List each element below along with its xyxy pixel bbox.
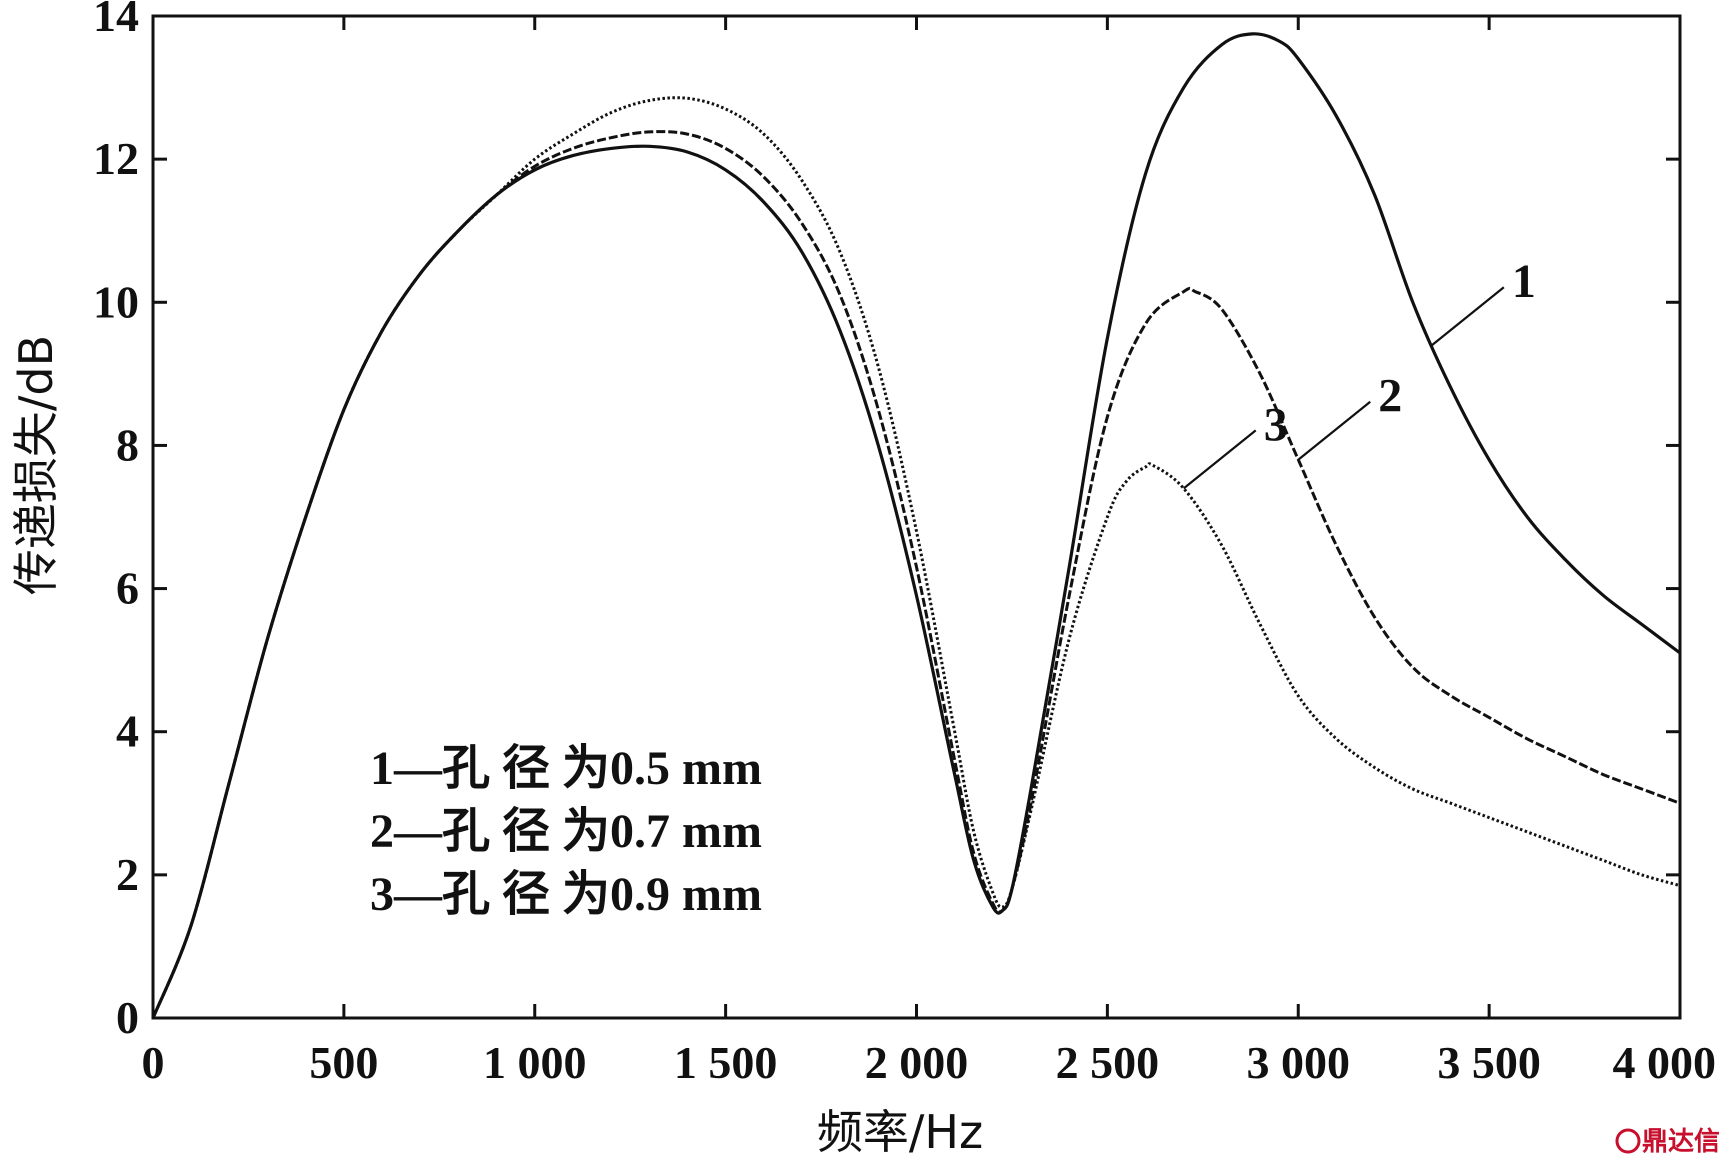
y-tick-label: 2: [116, 849, 139, 900]
callout-leader-3: [1183, 429, 1257, 490]
y-tick-label: 14: [93, 0, 139, 41]
x-tick-label: 500: [309, 1037, 378, 1088]
legend-entry-1: 1—孔 径 为0.5 mm: [370, 742, 762, 795]
series-1-line: [151, 32, 1681, 1019]
x-tick-label: 2 000: [865, 1037, 969, 1088]
x-tick-label: 3 500: [1437, 1037, 1541, 1088]
callout-label-2: 2: [1378, 370, 1402, 423]
x-tick-label: 2 500: [1056, 1037, 1160, 1088]
y-tick-label: 12: [93, 133, 139, 184]
callout-label-1: 1: [1512, 255, 1536, 308]
series-layer: [151, 32, 1681, 1019]
series-3-line: [151, 96, 1681, 1019]
callout-leader-2: [1297, 400, 1371, 461]
legend-entry-2: 2—孔 径 为0.7 mm: [370, 805, 762, 858]
y-axis-title: 传递损失/dB: [9, 335, 63, 595]
y-tick-label: 10: [93, 276, 139, 327]
x-tick-label: 3 000: [1247, 1037, 1351, 1088]
x-tick-label: 1 500: [674, 1037, 778, 1088]
x-tick-label: 4 000: [1613, 1037, 1717, 1088]
x-axis-ticks: 0 500 1 000 1 500 2 000 2 500 3 000 3 500 4 000: [142, 16, 1717, 1088]
legend-entry-3: 3—孔 径 为0.9 mm: [370, 868, 762, 921]
callout-layer: 1 2 3: [1183, 255, 1536, 490]
watermark: 鼎达信: [1615, 1127, 1719, 1157]
legend: 1—孔 径 为0.5 mm 2—孔 径 为0.7 mm 3—孔 径 为0.9 m…: [370, 742, 762, 921]
series-2-line: [151, 130, 1681, 1019]
y-tick-label: 8: [116, 419, 139, 470]
y-tick-label: 6: [116, 563, 139, 614]
y-tick-label: 0: [116, 992, 139, 1043]
plot-frame: [151, 14, 1682, 1020]
callout-label-3: 3: [1264, 398, 1288, 451]
x-tick-label: 0: [142, 1037, 165, 1088]
y-tick-label: 4: [116, 706, 139, 757]
callout-leader-1: [1431, 286, 1505, 347]
watermark-logo-icon: [1615, 1128, 1641, 1154]
watermark-text: 鼎达信: [1642, 1127, 1719, 1157]
x-tick-label: 1 000: [483, 1037, 587, 1088]
x-axis-title: 频率/Hz: [817, 1105, 983, 1159]
